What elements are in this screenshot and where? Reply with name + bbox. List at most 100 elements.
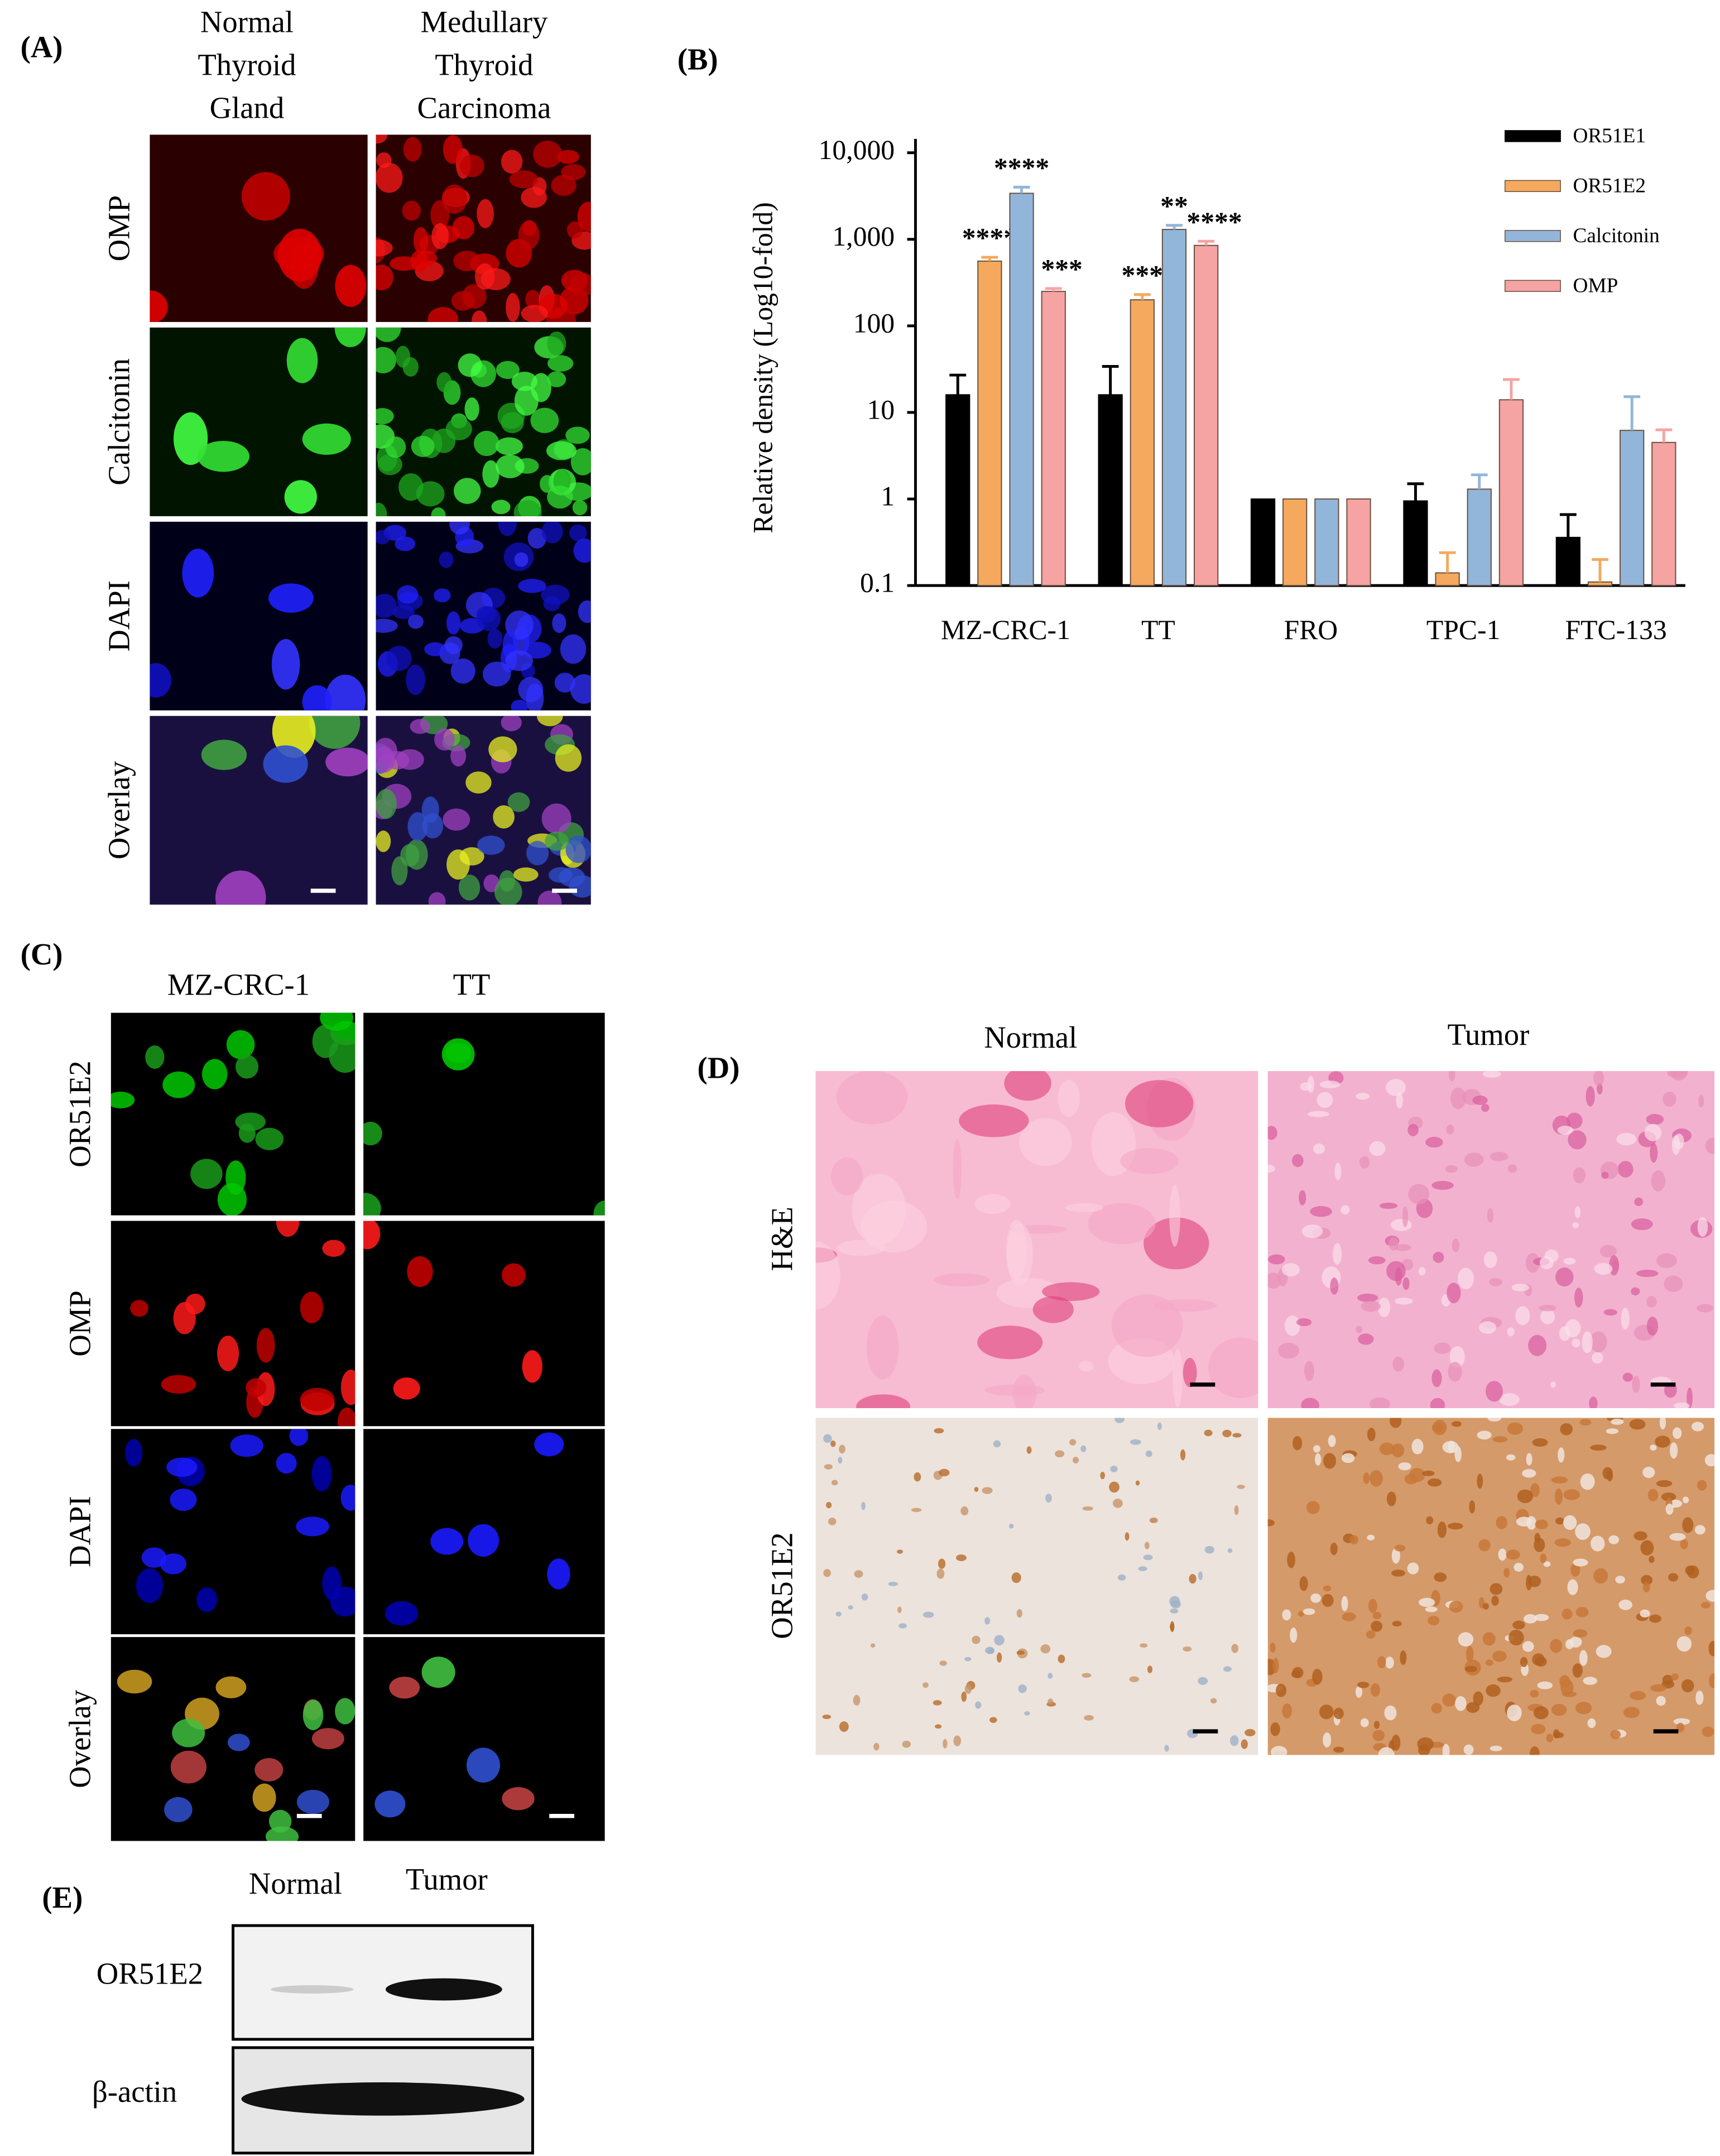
cell (376, 135, 387, 144)
cell (530, 407, 559, 433)
cell (1498, 1548, 1507, 1561)
cell (451, 291, 475, 311)
cell (511, 699, 529, 710)
cells (110, 1012, 355, 1216)
cell (1575, 1523, 1591, 1540)
cell (1507, 1704, 1522, 1721)
cell (230, 1434, 263, 1457)
cell (1198, 1571, 1203, 1581)
bar (1498, 399, 1524, 587)
cell (501, 716, 522, 732)
cell (1539, 1256, 1554, 1270)
cell (1670, 1442, 1678, 1459)
micrograph (363, 1637, 605, 1841)
micrograph (110, 1221, 355, 1427)
cell (496, 454, 525, 478)
cell (1655, 1435, 1670, 1448)
cell (572, 500, 588, 516)
cell (1349, 1535, 1359, 1545)
cell (1357, 1293, 1378, 1302)
cell (300, 1291, 323, 1323)
cell (848, 1605, 853, 1610)
row-label: DAPI (63, 1496, 97, 1567)
cell (1425, 1136, 1443, 1148)
x-tick-label: TPC-1 (1426, 614, 1501, 645)
cell (943, 1739, 948, 1749)
cell (1301, 1398, 1319, 1409)
cell (1372, 1612, 1382, 1620)
cell (1570, 1563, 1580, 1577)
bar (1009, 193, 1034, 587)
cell (933, 1700, 942, 1706)
cell (1636, 1270, 1659, 1278)
cell (823, 1569, 831, 1577)
cell (1006, 1219, 1027, 1280)
cell (1367, 1534, 1375, 1541)
cell (1379, 1202, 1398, 1209)
cell (446, 611, 461, 635)
cell (396, 749, 424, 770)
cell (1540, 1553, 1547, 1563)
cell (1537, 1681, 1553, 1689)
cell (330, 1587, 355, 1617)
cell (964, 1684, 972, 1694)
bar (1282, 498, 1308, 587)
cell (1539, 1304, 1556, 1312)
legend-swatch (1505, 180, 1561, 193)
cell (1112, 1499, 1123, 1508)
cell (1301, 1224, 1323, 1238)
cell (1418, 1267, 1426, 1276)
cell (150, 663, 172, 698)
cell (1377, 1298, 1391, 1317)
column-header: Thyroid (198, 48, 296, 82)
significance-label: ** (1160, 190, 1188, 221)
cell (1483, 1251, 1497, 1268)
cell (1223, 1666, 1232, 1672)
cell (1702, 1726, 1714, 1737)
cell (386, 646, 412, 671)
bar (1041, 291, 1066, 587)
cell (1323, 1732, 1332, 1747)
cell (1232, 1433, 1242, 1438)
micrograph (363, 1429, 605, 1635)
cell (407, 1256, 433, 1287)
cell (1313, 1445, 1321, 1453)
cell (1125, 1080, 1194, 1127)
cell (501, 1263, 526, 1287)
cell (1646, 1317, 1659, 1336)
cell (1431, 1180, 1454, 1190)
cell (410, 719, 431, 734)
cell (1367, 1428, 1376, 1442)
cell (1574, 1206, 1581, 1218)
cells (376, 716, 591, 905)
cell (873, 1742, 880, 1751)
cell (432, 428, 456, 453)
cell (1650, 1444, 1657, 1451)
cell (1575, 1607, 1589, 1617)
cells (374, 1656, 535, 1818)
cell (1560, 1423, 1573, 1435)
cell (560, 634, 587, 664)
cell (1267, 1126, 1277, 1140)
cell (196, 1587, 218, 1612)
column-header: Tumor (406, 1862, 488, 1896)
cell (1593, 1071, 1604, 1086)
bar (1161, 229, 1187, 587)
cell (427, 307, 458, 322)
cell (870, 1643, 876, 1648)
cell (1591, 1535, 1605, 1552)
cell (923, 1611, 934, 1618)
cell (1173, 1348, 1183, 1408)
cell (1267, 1273, 1281, 1289)
micrograph (815, 1071, 1258, 1409)
cell (1333, 1243, 1342, 1265)
cell (1394, 1298, 1413, 1305)
cell (1492, 1650, 1507, 1662)
cell (996, 1652, 1002, 1663)
cell (1230, 1735, 1239, 1746)
cell (1370, 1470, 1383, 1487)
cell (431, 507, 446, 516)
cells (815, 1071, 1258, 1409)
panel-label: (D) (698, 1051, 740, 1085)
cell (1245, 1728, 1256, 1737)
